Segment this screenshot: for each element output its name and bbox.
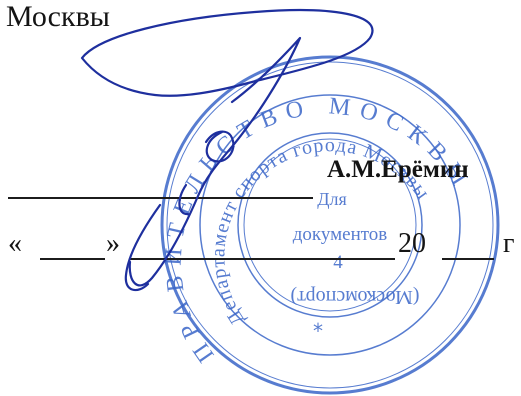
date-century: 20: [398, 228, 426, 259]
seal-center-number: 4: [333, 252, 343, 273]
date-quote-open: «: [8, 228, 22, 259]
seal-bottom-text: (Москомспорт): [290, 286, 419, 308]
seal-center-line1: Для: [317, 189, 347, 209]
date-year-blank: [442, 258, 494, 260]
signature-line: [8, 197, 313, 199]
date-quote-close: »: [106, 228, 120, 259]
seal-star-glyph: *: [313, 319, 323, 343]
signer-name: А.М.Ерёмин: [327, 156, 469, 183]
date-day-blank: [40, 258, 105, 260]
date-month-blank: [130, 258, 395, 260]
date-year-suffix: г: [503, 228, 515, 259]
seal-center-line2: документов: [293, 224, 388, 245]
city-text: Москвы: [6, 0, 110, 33]
